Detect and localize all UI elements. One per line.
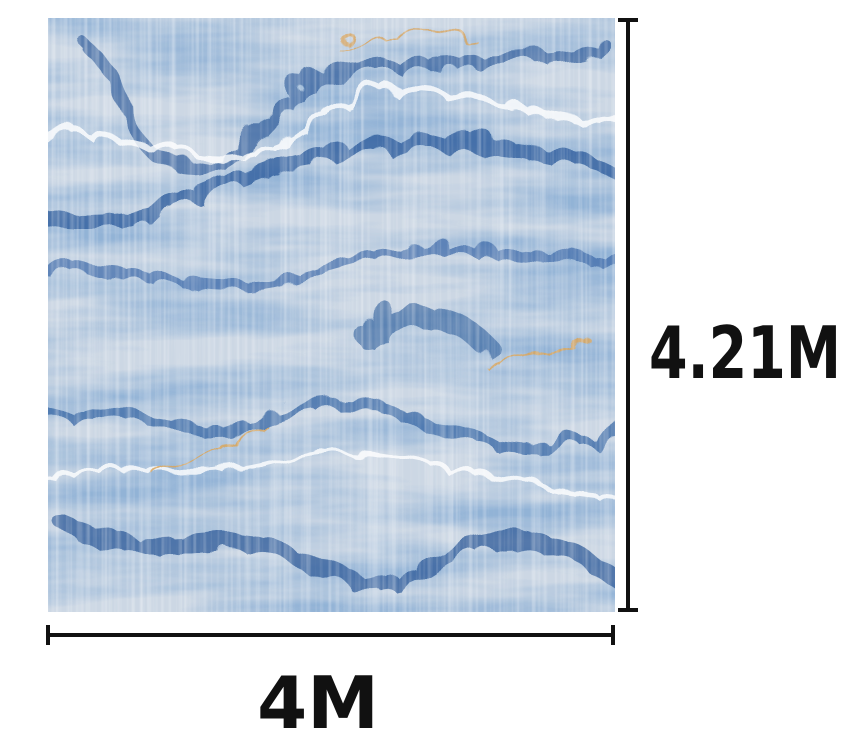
- height-dimension-line: [618, 18, 638, 612]
- width-label: 4M: [257, 661, 379, 742]
- marble-tile: [48, 18, 615, 612]
- height-label: 4.21M: [649, 311, 841, 395]
- width-dimension-line: [46, 625, 615, 645]
